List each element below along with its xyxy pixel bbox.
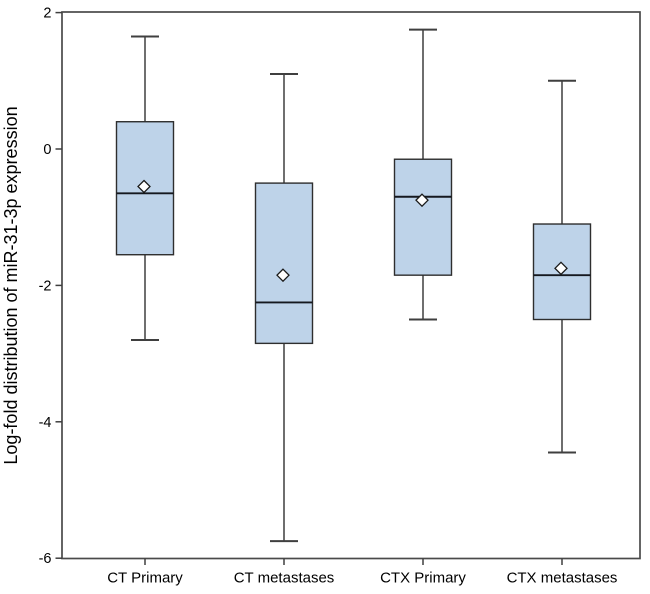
y-axis-tick-label: -6 [39, 551, 52, 567]
iqr-box [254, 182, 314, 345]
x-axis-tick-label: CT metastases [234, 570, 335, 587]
mean-diamond-marker [276, 268, 290, 283]
y-axis-tick-label: -2 [39, 278, 52, 294]
mean-diamond-marker [137, 179, 151, 194]
x-axis-tick-label: CTX metastases [507, 570, 618, 587]
y-axis-tick-label: -4 [39, 415, 52, 431]
x-axis-tick-label: CTX Primary [380, 570, 466, 587]
y-axis-title: Log-fold distribution of miR-31-3p expre… [1, 106, 21, 464]
iqr-box [393, 158, 453, 276]
mean-diamond-marker [415, 193, 429, 208]
y-axis-tick-label: 2 [43, 6, 51, 22]
mean-diamond-marker [554, 261, 568, 276]
y-axis-tick-label: 0 [43, 142, 51, 158]
x-axis-tick-label: CT Primary [107, 570, 183, 587]
plot-layer: 2 0 -2 -4 -6 CT Primary CT metastases CTX Prima… [39, 6, 641, 587]
